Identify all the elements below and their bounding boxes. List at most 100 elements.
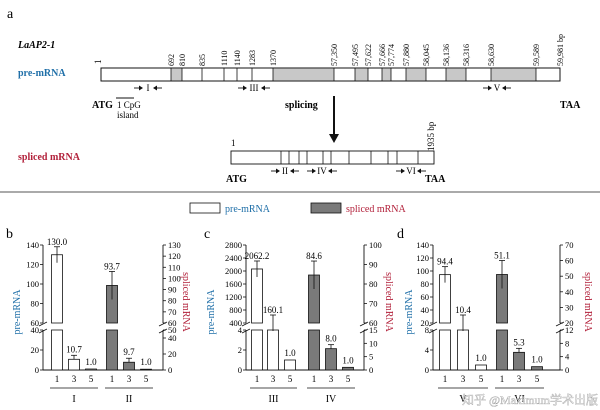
left-tick-label: 60 [31, 318, 40, 328]
primer-reverse-head [261, 85, 265, 91]
value-label: 51.1 [494, 250, 510, 260]
pre-mrna-bar [439, 329, 451, 371]
pre-mrna-bar [51, 254, 63, 324]
left-axis-title: pre-mRNA [12, 289, 23, 335]
spliced-taa-label: TAA [425, 174, 446, 185]
right-tick-label: 20 [168, 349, 177, 359]
primer-forward-head [243, 85, 247, 91]
left-tick-label: 120 [26, 260, 39, 270]
legend-spliced-swatch [310, 202, 342, 214]
pre-position-label: 835 [198, 54, 207, 66]
value-label: 160.1 [263, 305, 283, 315]
pre-mrna-position-labels: 1 692 810 835 1110 1140 1283 1370 57,350 57,495 57… [93, 34, 565, 66]
pre-position-label: 1283 [248, 50, 257, 66]
pre-mrna-bar [475, 364, 487, 371]
pre-mrna-gene-model [100, 67, 561, 82]
right-tick-label: 15 [369, 325, 378, 335]
spliced-end-position: 1935 bp [426, 121, 436, 151]
cpg-island-label-line1: 1 CpG [117, 100, 141, 110]
spliced-mrna-bar [513, 351, 525, 371]
x-tick-label: 5 [346, 374, 351, 384]
panel-letter: b [6, 227, 13, 242]
x-tick-label: 5 [535, 374, 540, 384]
value-label: 8.0 [325, 334, 337, 344]
left-tick-label: 40 [31, 325, 40, 335]
spliced-atg-label: ATG [226, 174, 247, 185]
value-label: 5.3 [513, 337, 525, 347]
value-label: 1.0 [140, 357, 152, 367]
left-tick-label: 140 [416, 240, 429, 250]
pre-mrna-intron-segment [406, 68, 426, 81]
x-tick-label: 3 [127, 374, 132, 384]
spliced-start-position: 1 [231, 138, 236, 148]
pre-mrna-bar [251, 268, 263, 324]
right-tick-label: 0 [369, 365, 373, 375]
pre-mrna-bar [284, 359, 296, 371]
group-label: II [126, 394, 133, 405]
left-tick-label: 8 [425, 325, 429, 335]
pre-mrna-intron-segment [273, 68, 334, 81]
spliced-mrna-bar [531, 366, 543, 371]
x-tick-label: 5 [479, 374, 484, 384]
pre-position-label: 58,136 [442, 44, 451, 66]
value-label: 1.0 [85, 357, 97, 367]
pre-mrna-bar [85, 368, 97, 371]
pre-position-label: 57,666 [378, 44, 387, 66]
group-label: V [459, 394, 467, 405]
pre-mrna-intron-segment [355, 68, 368, 81]
panel-a-letter: a [7, 7, 14, 22]
pre-mrna-bar [251, 329, 263, 371]
right-tick-label: 130 [168, 240, 181, 250]
pre-mrna-primer-pairs: I III V [134, 83, 511, 93]
pre-mrna-bar [68, 358, 80, 371]
axis-break-mark [158, 321, 168, 327]
x-tick-label: 5 [144, 374, 149, 384]
right-tick-label: 90 [168, 285, 177, 295]
primer-reverse-head [502, 85, 506, 91]
axis-break-mark [555, 328, 565, 334]
pre-position-label: 59,589 [532, 44, 541, 66]
right-tick-label: 120 [168, 251, 181, 261]
x-tick-label: 3 [72, 374, 77, 384]
pre-position-label: 57,495 [351, 44, 360, 66]
spliced-mrna-label: spliced mRNA [18, 152, 81, 163]
primer-label: V [494, 83, 501, 93]
value-label: 84.6 [306, 251, 322, 261]
right-tick-label: 40 [565, 287, 574, 297]
x-tick-label: 1 [55, 374, 60, 384]
right-tick-label: 5 [369, 352, 373, 362]
value-label: 1.0 [342, 355, 354, 365]
primer-forward-head [488, 85, 492, 91]
x-tick-label: 3 [461, 374, 466, 384]
left-axis-title: pre-mRNA [404, 289, 415, 335]
spliced-mrna-bar [496, 329, 508, 371]
pre-mrna-bar [267, 329, 279, 371]
axis-break-mark [555, 321, 565, 327]
axis-break-mark [428, 321, 438, 327]
right-tick-label: 100 [168, 273, 181, 283]
pre-position-label: 59,981 bp [556, 34, 565, 66]
right-tick-label: 10 [369, 338, 378, 348]
left-tick-label: 0 [238, 365, 242, 375]
right-tick-label: 60 [565, 256, 574, 266]
pre-position-label: 1 [93, 60, 103, 65]
pre-position-label: 1140 [233, 50, 242, 66]
pre-position-label: 58,045 [422, 44, 431, 66]
left-tick-label: 100 [416, 266, 429, 276]
pre-mrna-intron-segment [382, 68, 391, 81]
pre-position-label: 58,630 [487, 44, 496, 66]
left-tick-label: 60 [421, 292, 430, 302]
right-tick-label: 60 [369, 318, 378, 328]
left-tick-label: 800 [229, 305, 242, 315]
pre-position-label: 57,622 [364, 44, 373, 66]
left-tick-label: 400 [229, 318, 242, 328]
left-tick-label: 120 [416, 253, 429, 263]
left-tick-label: 4 [238, 325, 243, 335]
splicing-arrow-head [329, 134, 339, 143]
right-tick-label: 0 [168, 365, 172, 375]
splicing-label: splicing [285, 100, 318, 111]
pre-position-label: 58,316 [462, 44, 471, 66]
right-tick-label: 90 [369, 260, 378, 270]
primer-forward-head [139, 85, 143, 91]
